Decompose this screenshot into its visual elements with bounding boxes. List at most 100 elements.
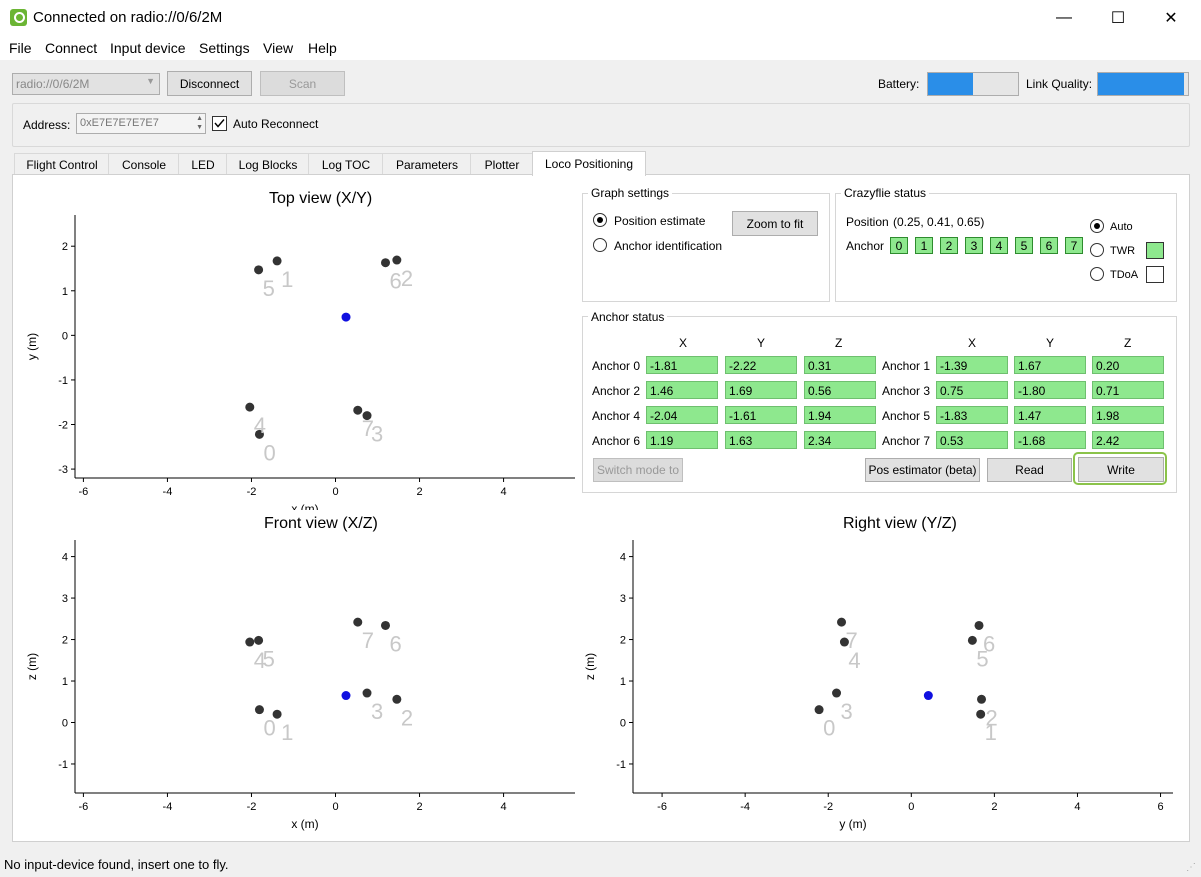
anchor-z-field[interactable]: 2.42 (1092, 431, 1164, 449)
spin-arrows-icon[interactable]: ▲ ▼ (196, 115, 203, 131)
anchor-x-field[interactable]: 0.75 (936, 381, 1008, 399)
x-axis-label: x (m) (291, 817, 318, 831)
x-tick-label: -2 (823, 801, 833, 813)
resize-grip-icon: ⋰ (1186, 862, 1196, 873)
anchor-y-field[interactable]: 1.69 (725, 381, 797, 399)
y-tick-label: 2 (620, 635, 626, 647)
anchor-z-field[interactable]: 0.56 (804, 381, 876, 399)
link-quality-label: Link Quality: (1026, 77, 1093, 91)
scan-button[interactable]: Scan (260, 71, 345, 96)
anchor-x-field[interactable]: -1.39 (936, 356, 1008, 374)
position-estimate-radio[interactable] (593, 213, 607, 227)
anchor-y-field[interactable]: -1.68 (1014, 431, 1086, 449)
anchor-point (353, 405, 363, 415)
y-tick-label: 2 (62, 241, 68, 253)
pos-estimator-button[interactable]: Pos estimator (beta) (865, 458, 980, 482)
mode-tdoa-radio[interactable] (1090, 267, 1104, 281)
anchor-y-field[interactable]: -2.22 (725, 356, 797, 374)
position-estimate-point (923, 691, 933, 701)
anchor-point (837, 617, 847, 627)
top-view-plot[interactable]: -6 -4 -2 0 2 4 2 1 0 -1 -2 -3 x (m) y (m) 0 1 2 3 4 5 6 7 (20, 210, 580, 510)
anchor-point-label: 2 (401, 705, 413, 730)
anchor-x-field[interactable]: 1.19 (646, 431, 718, 449)
col-header-x: X (679, 336, 688, 350)
anchor-point (254, 705, 264, 715)
anchor-point-label: 5 (263, 276, 275, 301)
anchor-y-field[interactable]: 1.67 (1014, 356, 1086, 374)
tab-loco-positioning[interactable]: Loco Positioning (532, 151, 646, 176)
anchor-z-field[interactable]: 0.20 (1092, 356, 1164, 374)
tab-flight-control[interactable]: Flight Control (14, 153, 110, 175)
close-button[interactable]: ✕ (1164, 10, 1178, 27)
minimize-button[interactable]: — (1056, 9, 1072, 26)
anchor-y-field[interactable]: 1.63 (725, 431, 797, 449)
anchor-x-field[interactable]: 0.53 (936, 431, 1008, 449)
mode-auto-radio[interactable] (1090, 219, 1104, 233)
anchor-x-field[interactable]: -1.81 (646, 356, 718, 374)
crazyflie-status-title: Crazyflie status (841, 186, 930, 200)
menu-help[interactable]: Help (308, 40, 337, 56)
anchor-indicator-3: 3 (965, 237, 983, 254)
anchor-z-field[interactable]: 2.34 (804, 431, 876, 449)
anchor-y-field[interactable]: -1.80 (1014, 381, 1086, 399)
disconnect-button[interactable]: Disconnect (167, 71, 252, 96)
menu-file[interactable]: File (9, 40, 32, 56)
uri-select[interactable]: radio://0/6/2M ▼ (12, 73, 160, 95)
anchor-point-label: 1 (281, 267, 293, 292)
link-quality-bar (1097, 72, 1189, 96)
anchor-x-field[interactable]: -2.04 (646, 406, 718, 424)
tab-plotter[interactable]: Plotter (470, 153, 534, 175)
title-bar (0, 0, 1201, 36)
menu-settings[interactable]: Settings (199, 40, 250, 56)
write-button-highlight (1073, 452, 1167, 485)
anchor-z-field[interactable]: 0.71 (1092, 381, 1164, 399)
write-button[interactable]: Write (1078, 457, 1164, 482)
anchor-x-field[interactable]: -1.83 (936, 406, 1008, 424)
tab-console[interactable]: Console (108, 153, 180, 175)
anchor-point (392, 694, 402, 704)
y-tick-label: 1 (62, 676, 68, 688)
maximize-button[interactable]: ☐ (1110, 10, 1126, 27)
x-tick-label: -2 (247, 486, 257, 498)
tab-led[interactable]: LED (178, 153, 228, 175)
read-button[interactable]: Read (987, 458, 1072, 482)
tab-log-toc[interactable]: Log TOC (308, 153, 384, 175)
anchor-y-field[interactable]: -1.61 (725, 406, 797, 424)
anchor-point-label: 6 (390, 269, 402, 294)
anchor-indicator-7: 7 (1065, 237, 1083, 254)
mode-twr-label: TWR (1110, 245, 1136, 257)
anchor-row-label: Anchor 0 (592, 359, 641, 373)
tab-parameters[interactable]: Parameters (382, 153, 472, 175)
tab-log-blocks[interactable]: Log Blocks (226, 153, 310, 175)
anchor-z-field[interactable]: 1.94 (804, 406, 876, 424)
y-tick-label: 3 (62, 593, 68, 605)
y-tick-label: 4 (620, 552, 626, 564)
address-value: 0xE7E7E7E7E7 (80, 117, 159, 129)
menu-connect[interactable]: Connect (45, 40, 98, 56)
anchor-point-label: 4 (254, 413, 266, 438)
address-label: Address: (23, 118, 71, 132)
switch-mode-button[interactable]: Switch mode to (593, 458, 683, 482)
link-quality-bar-fill (1098, 73, 1184, 95)
col-header-z: Z (1124, 336, 1132, 350)
anchor-point-label: 5 (976, 646, 988, 671)
auto-reconnect-checkbox[interactable] (212, 116, 227, 131)
address-field[interactable]: 0xE7E7E7E7E7 ▲ ▼ (76, 113, 206, 134)
anchor-z-field[interactable]: 0.31 (804, 356, 876, 374)
anchor-point-label: 7 (846, 628, 858, 653)
mode-twr-radio[interactable] (1090, 243, 1104, 257)
col-header-y: Y (757, 336, 766, 350)
x-tick-label: 0 (332, 486, 338, 498)
x-tick-label: -4 (740, 801, 750, 813)
zoom-to-fit-button[interactable]: Zoom to fit (732, 211, 818, 236)
anchor-identification-radio[interactable] (593, 238, 607, 252)
anchor-y-field[interactable]: 1.47 (1014, 406, 1086, 424)
anchor-point-label: 7 (362, 628, 374, 653)
menu-view[interactable]: View (263, 40, 294, 56)
menu-input-device[interactable]: Input device (110, 40, 186, 56)
anchor-z-field[interactable]: 1.98 (1092, 406, 1164, 424)
anchor-x-field[interactable]: 1.46 (646, 381, 718, 399)
anchor-point (381, 620, 391, 630)
